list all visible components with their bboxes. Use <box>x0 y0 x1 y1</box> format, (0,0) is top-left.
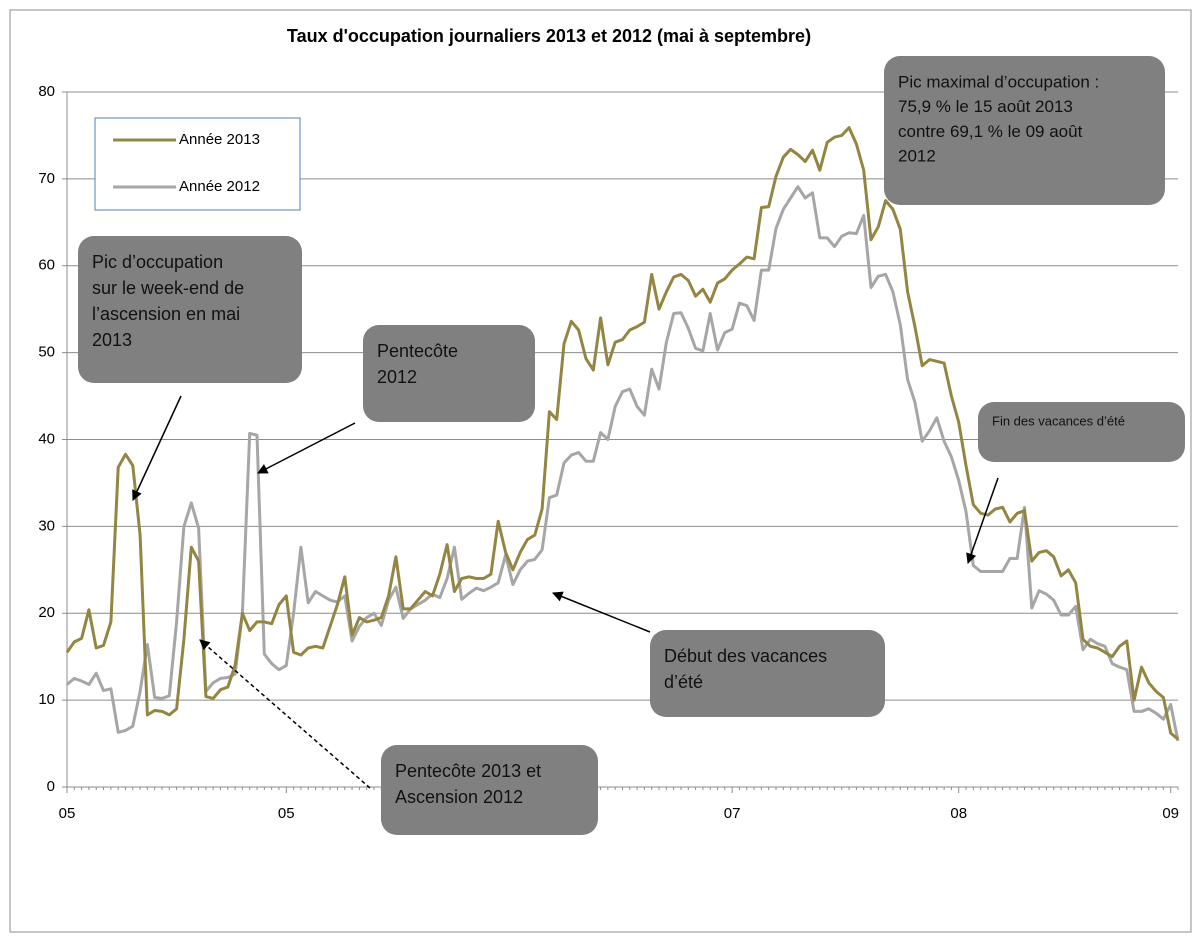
annotation-text: contre 69,1 % le 09 août <box>898 122 1083 141</box>
annotation-text: 2012 <box>898 146 936 165</box>
series-line <box>65 126 1179 741</box>
x-tick-label: 07 <box>724 805 741 822</box>
annotation-text: 2012 <box>377 367 417 387</box>
legend-box <box>94 117 301 211</box>
annotation-box <box>363 325 535 422</box>
x-tick-label: 08 <box>950 805 967 822</box>
chart-title: Taux d'occupation journaliers 2013 et 20… <box>287 26 811 46</box>
annotation-arrow <box>199 639 371 789</box>
x-tick-label: 05 <box>59 805 76 822</box>
y-tick-label: 20 <box>38 604 55 621</box>
y-tick-label: 70 <box>38 170 55 187</box>
annotation-text: Ascension 2012 <box>395 787 523 807</box>
y-tick-label: 40 <box>38 430 55 447</box>
annotation-text: Pic d’occupation <box>92 252 223 272</box>
annotation-text: Début des vacances <box>664 646 827 666</box>
series-line <box>66 185 1180 742</box>
annotation-box <box>650 630 885 717</box>
annotation-text: d’été <box>664 672 703 692</box>
annotation-text: sur le week-end de <box>92 278 244 298</box>
x-tick-label: 09 <box>1162 805 1179 822</box>
y-tick-label: 50 <box>38 344 55 361</box>
annotation-text: Pentecôte 2013 et <box>395 761 541 781</box>
y-tick-label: 30 <box>38 517 55 534</box>
annotation-box <box>381 745 598 835</box>
y-tick-label: 10 <box>38 691 55 708</box>
y-tick-label: 80 <box>38 83 55 100</box>
annotation-box <box>978 402 1185 462</box>
annotation-text: 2013 <box>92 330 132 350</box>
annotation-box <box>78 236 302 383</box>
annotation-text: Pentecôte <box>377 341 458 361</box>
legend-label: Année 2013 <box>179 131 260 148</box>
annotation-arrow <box>257 422 356 474</box>
annotation-arrow <box>132 395 182 501</box>
legend-label: Année 2012 <box>179 178 260 195</box>
annotation-arrow <box>966 477 999 564</box>
annotation-arrow <box>552 591 651 633</box>
annotation-text: Pic maximal d’occupation : <box>898 72 1099 91</box>
annotation-box <box>884 56 1165 205</box>
annotation-text: 75,9 % le 15 août 2013 <box>898 97 1073 116</box>
y-tick-label: 60 <box>38 257 55 274</box>
annotation-text: l’ascension en mai <box>92 304 240 324</box>
y-tick-label: 0 <box>47 778 55 795</box>
x-tick-label: 05 <box>278 805 295 822</box>
annotation-text: Fin des vacances d’été <box>992 413 1125 428</box>
